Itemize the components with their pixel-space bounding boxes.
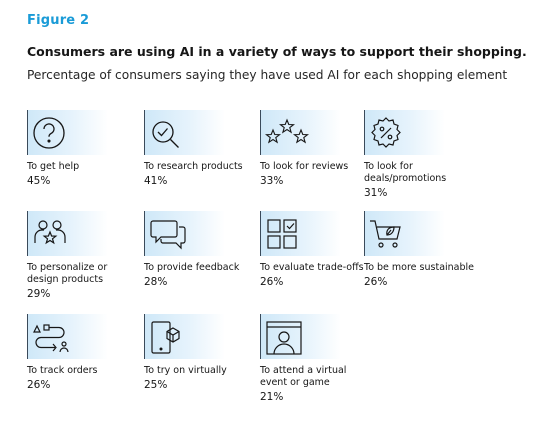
figure-subtitle: Percentage of consumers saying they have… xyxy=(27,68,508,82)
tile-label: To provide feedback xyxy=(144,262,240,273)
tile-value: 26% xyxy=(260,276,284,288)
stars-icon xyxy=(265,118,309,144)
tile-value: 33% xyxy=(260,175,284,187)
tile-value: 25% xyxy=(144,379,168,391)
tile-provide-feedback: To provide feedback 28% xyxy=(144,211,256,289)
tile-value: 31% xyxy=(364,187,388,199)
tile-icon-box xyxy=(144,211,225,256)
tile-label: To evaluate trade-offs xyxy=(260,262,364,273)
tile-track-orders: To track orders 26% xyxy=(27,314,139,392)
tile-label: To attend a virtual event or game xyxy=(260,365,347,388)
grid-check-icon xyxy=(267,219,297,249)
tile-label: To look for deals/promotions xyxy=(364,161,447,184)
route-icon xyxy=(33,324,69,353)
tile-research-products: To research products 41% xyxy=(144,110,256,188)
figure-title: Consumers are using AI in a variety of w… xyxy=(27,44,527,59)
tile-evaluate-tradeoffs: To evaluate trade-offs 26% xyxy=(260,211,372,289)
tile-value: 29% xyxy=(27,288,51,300)
tile-label: To personalize or design products xyxy=(27,262,108,285)
tile-label: To look for reviews xyxy=(260,161,349,172)
tile-icon-box xyxy=(144,314,225,359)
tile-value: 26% xyxy=(364,276,388,288)
tile-icon-box xyxy=(260,211,341,256)
tile-value: 28% xyxy=(144,276,168,288)
tile-get-help: To get help 45% xyxy=(27,110,139,188)
tile-icon-box xyxy=(364,211,445,256)
tile-be-sustainable: To be more sustainable 26% xyxy=(364,211,476,289)
tile-icon-box xyxy=(144,110,225,155)
figure-label: Figure 2 xyxy=(27,13,90,28)
browser-user-icon xyxy=(266,321,302,355)
tile-virtual-event: To attend a virtual event or game 21% xyxy=(260,314,372,404)
tile-icon-box xyxy=(27,314,108,359)
tile-label: To track orders xyxy=(27,365,98,376)
tile-icon-box xyxy=(27,110,108,155)
tile-value: 41% xyxy=(144,175,168,187)
tile-icon-box xyxy=(260,314,341,359)
tile-value: 26% xyxy=(27,379,51,391)
tile-deals-promotions: To look for deals/promotions 31% xyxy=(364,110,476,200)
discount-badge-icon xyxy=(371,117,401,148)
tile-icon-box xyxy=(260,110,341,155)
magnifier-check-icon xyxy=(152,121,179,148)
tile-try-on-virtually: To try on virtually 25% xyxy=(144,314,256,392)
tile-icon-box xyxy=(364,110,445,155)
tile-value: 45% xyxy=(27,175,51,187)
phone-cube-icon xyxy=(151,321,180,354)
tile-icon-box xyxy=(27,211,108,256)
tile-look-for-reviews: To look for reviews 33% xyxy=(260,110,372,188)
tile-personalize-design: To personalize or design products 29% xyxy=(27,211,139,301)
people-star-icon xyxy=(34,220,66,245)
tile-label: To be more sustainable xyxy=(364,262,475,273)
question-icon xyxy=(33,117,65,149)
tile-label: To try on virtually xyxy=(144,365,227,376)
cart-leaf-icon xyxy=(370,220,401,248)
tile-label: To research products xyxy=(144,161,243,172)
tile-label: To get help xyxy=(27,161,80,172)
tile-value: 21% xyxy=(260,391,284,403)
chat-bubbles-icon xyxy=(150,220,186,250)
